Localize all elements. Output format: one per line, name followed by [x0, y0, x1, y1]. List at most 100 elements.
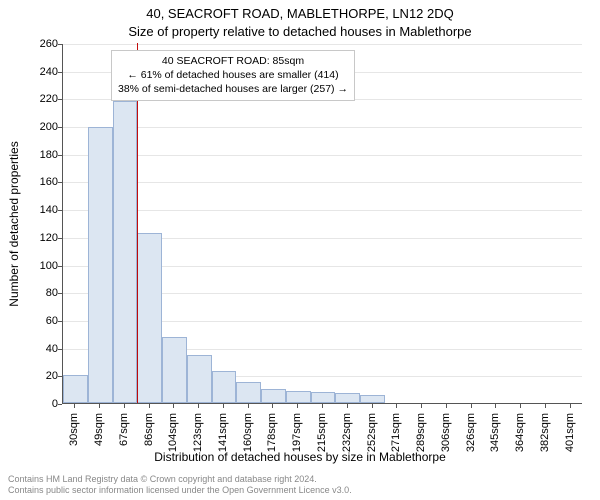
- annotation-line2: ← 61% of detached houses are smaller (41…: [118, 68, 348, 82]
- annotation-box: 40 SEACROFT ROAD: 85sqm ← 61% of detache…: [111, 50, 355, 101]
- y-tick-label: 20: [28, 370, 58, 382]
- x-tick-mark: [570, 404, 571, 408]
- histogram-bar: [212, 371, 237, 403]
- histogram-bar: [137, 233, 162, 403]
- x-tick-label: 104sqm: [167, 413, 179, 463]
- x-tick-mark: [173, 404, 174, 408]
- y-tick-label: 0: [28, 398, 58, 410]
- y-tick-label: 80: [28, 287, 58, 299]
- x-tick-mark: [396, 404, 397, 408]
- x-tick-label: 123sqm: [192, 413, 204, 463]
- x-tick-mark: [149, 404, 150, 408]
- y-tick-mark: [58, 155, 62, 156]
- chart-container: 40, SEACROFT ROAD, MABLETHORPE, LN12 2DQ…: [0, 0, 600, 500]
- histogram-bar: [63, 375, 88, 403]
- histogram-bar: [162, 337, 187, 403]
- y-tick-mark: [58, 127, 62, 128]
- gridline: [63, 155, 582, 156]
- x-tick-mark: [74, 404, 75, 408]
- annotation-line3: 38% of semi-detached houses are larger (…: [118, 82, 348, 96]
- x-tick-label: 364sqm: [514, 413, 526, 463]
- y-tick-mark: [58, 293, 62, 294]
- histogram-bar: [236, 382, 261, 403]
- y-tick-label: 220: [28, 93, 58, 105]
- x-tick-mark: [322, 404, 323, 408]
- y-tick-label: 180: [28, 149, 58, 161]
- x-tick-label: 345sqm: [489, 413, 501, 463]
- x-tick-mark: [446, 404, 447, 408]
- y-tick-label: 120: [28, 232, 58, 244]
- x-tick-label: 232sqm: [341, 413, 353, 463]
- y-tick-mark: [58, 321, 62, 322]
- x-tick-label: 178sqm: [266, 413, 278, 463]
- histogram-bar: [360, 395, 385, 403]
- y-axis-label: Number of detached properties: [7, 141, 21, 306]
- x-tick-mark: [545, 404, 546, 408]
- footer-attribution: Contains HM Land Registry data © Crown c…: [8, 474, 352, 496]
- histogram-bar: [286, 391, 311, 403]
- x-tick-label: 160sqm: [242, 413, 254, 463]
- histogram-bar: [261, 389, 286, 403]
- histogram-bar: [311, 392, 336, 403]
- y-tick-mark: [58, 99, 62, 100]
- x-tick-mark: [495, 404, 496, 408]
- y-tick-mark: [58, 266, 62, 267]
- x-tick-mark: [124, 404, 125, 408]
- y-tick-label: 60: [28, 315, 58, 327]
- x-tick-mark: [297, 404, 298, 408]
- y-tick-label: 140: [28, 204, 58, 216]
- y-tick-label: 200: [28, 121, 58, 133]
- x-tick-label: 401sqm: [564, 413, 576, 463]
- y-tick-mark: [58, 72, 62, 73]
- annotation-line1: 40 SEACROFT ROAD: 85sqm: [118, 54, 348, 68]
- x-tick-label: 197sqm: [291, 413, 303, 463]
- footer-line1: Contains HM Land Registry data © Crown c…: [8, 474, 352, 485]
- y-tick-mark: [58, 238, 62, 239]
- x-tick-mark: [347, 404, 348, 408]
- x-tick-mark: [372, 404, 373, 408]
- chart-title-address: 40, SEACROFT ROAD, MABLETHORPE, LN12 2DQ: [0, 6, 600, 21]
- histogram-bar: [335, 393, 360, 403]
- gridline: [63, 182, 582, 183]
- y-tick-label: 260: [28, 38, 58, 50]
- histogram-bar: [113, 101, 138, 403]
- y-tick-mark: [58, 182, 62, 183]
- y-tick-mark: [58, 349, 62, 350]
- x-tick-mark: [272, 404, 273, 408]
- histogram-bar: [187, 355, 212, 403]
- y-tick-label: 100: [28, 260, 58, 272]
- x-tick-mark: [248, 404, 249, 408]
- chart-title-desc: Size of property relative to detached ho…: [0, 24, 600, 39]
- y-tick-mark: [58, 210, 62, 211]
- y-tick-mark: [58, 404, 62, 405]
- footer-line2: Contains public sector information licen…: [8, 485, 352, 496]
- gridline: [63, 210, 582, 211]
- y-tick-label: 160: [28, 176, 58, 188]
- x-tick-label: 49sqm: [93, 413, 105, 463]
- x-tick-mark: [421, 404, 422, 408]
- x-tick-mark: [520, 404, 521, 408]
- x-tick-mark: [223, 404, 224, 408]
- x-tick-label: 215sqm: [316, 413, 328, 463]
- x-tick-label: 382sqm: [539, 413, 551, 463]
- x-tick-mark: [198, 404, 199, 408]
- x-tick-label: 252sqm: [366, 413, 378, 463]
- x-tick-mark: [99, 404, 100, 408]
- y-tick-mark: [58, 376, 62, 377]
- y-tick-label: 240: [28, 66, 58, 78]
- x-tick-label: 326sqm: [465, 413, 477, 463]
- plot-area: 40 SEACROFT ROAD: 85sqm ← 61% of detache…: [62, 44, 582, 404]
- histogram-bar: [88, 127, 113, 403]
- y-tick-mark: [58, 44, 62, 45]
- x-tick-label: 30sqm: [68, 413, 80, 463]
- x-tick-label: 271sqm: [390, 413, 402, 463]
- y-tick-label: 40: [28, 343, 58, 355]
- gridline: [63, 44, 582, 45]
- x-tick-label: 141sqm: [217, 413, 229, 463]
- x-tick-label: 67sqm: [118, 413, 130, 463]
- x-tick-label: 289sqm: [415, 413, 427, 463]
- x-tick-label: 86sqm: [143, 413, 155, 463]
- gridline: [63, 127, 582, 128]
- x-tick-label: 306sqm: [440, 413, 452, 463]
- x-tick-mark: [471, 404, 472, 408]
